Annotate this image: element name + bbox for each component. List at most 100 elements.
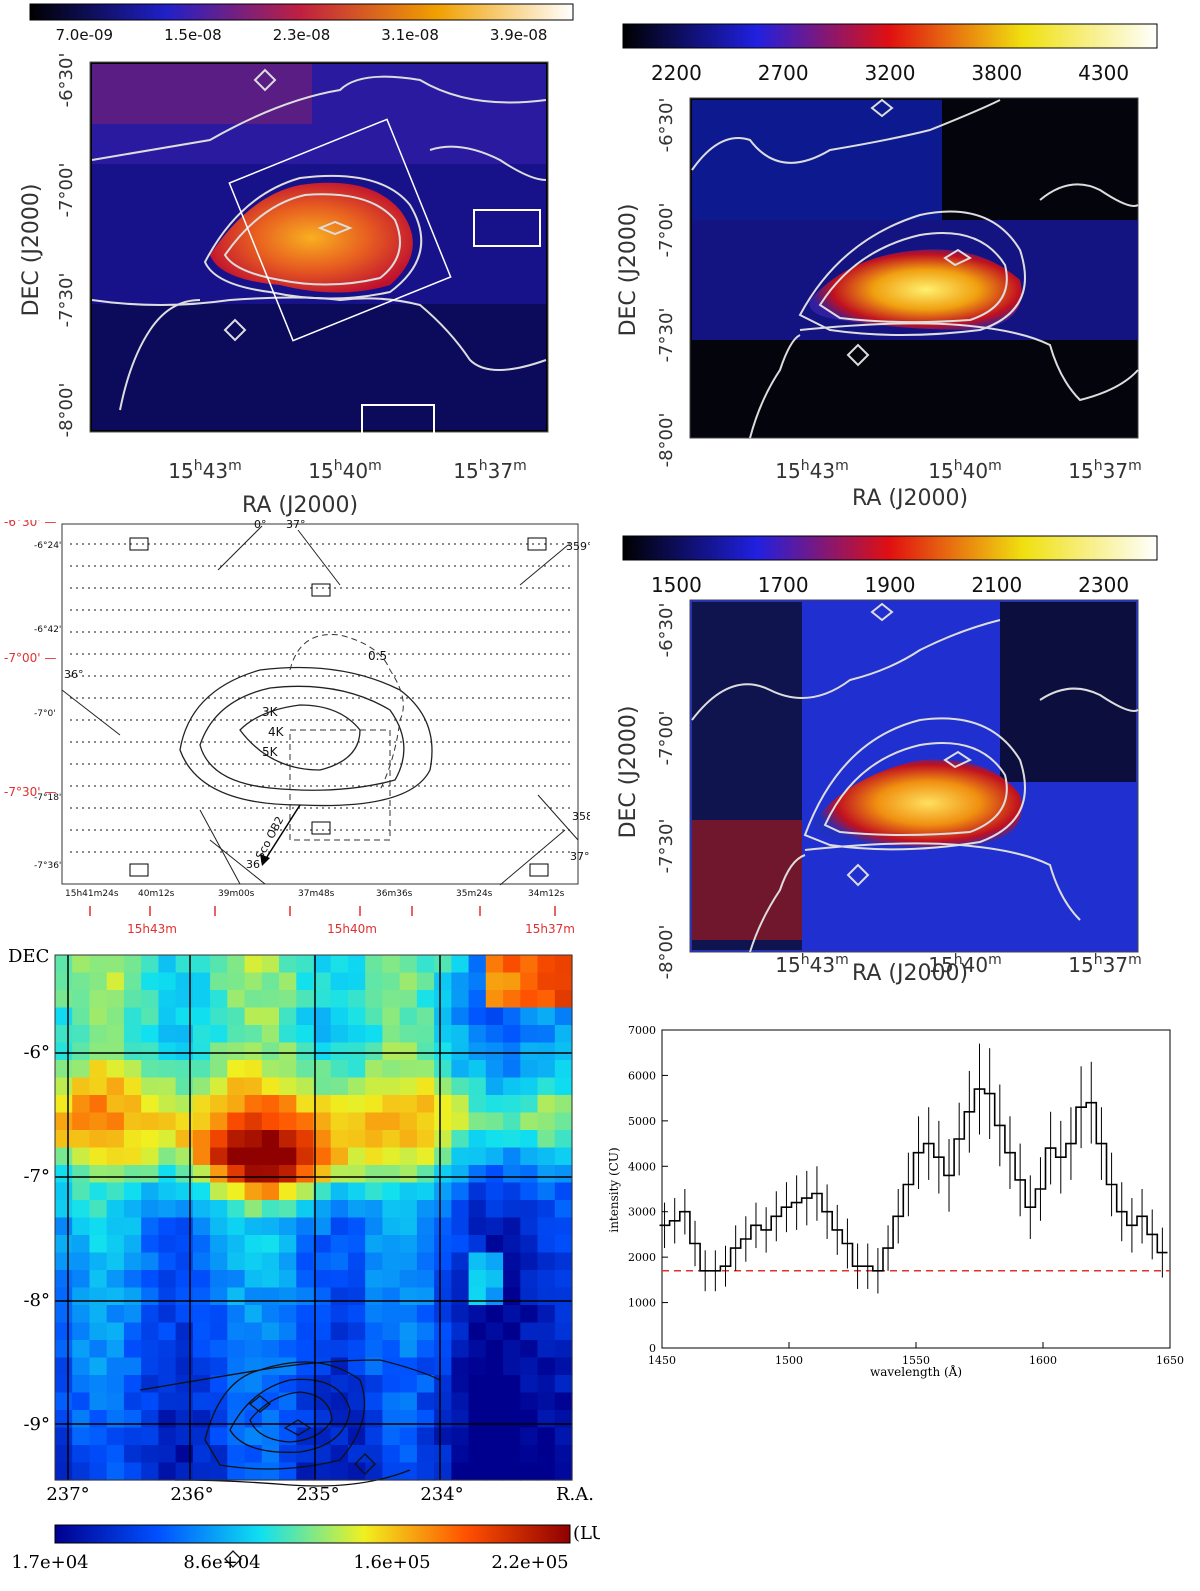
heat-pixel [520, 1427, 539, 1446]
heat-pixel [72, 1252, 90, 1271]
heat-pixel [123, 1462, 142, 1481]
heat-pixel [434, 1217, 452, 1236]
heat-pixel [382, 1077, 401, 1096]
heat-pixel [89, 972, 108, 991]
heat-pixel [244, 1007, 263, 1026]
heat-pixel [158, 1147, 177, 1166]
heat-pixel [416, 990, 435, 1009]
heat-pixel [261, 1042, 280, 1061]
heat-pixel [485, 1130, 504, 1149]
x-label: wavelength (Å) [870, 1364, 962, 1379]
heat-pixel [348, 1165, 366, 1184]
heat-pixel [261, 1182, 280, 1201]
heat-pixel [296, 1130, 315, 1149]
heat-pixel [141, 1165, 159, 1184]
contours [139, 1359, 441, 1568]
heat-pixel [106, 1200, 125, 1219]
heat-pixel [175, 1025, 194, 1044]
contours [179, 666, 433, 807]
ra-tick: 39m00s [218, 889, 255, 899]
heat-pixel [210, 1357, 228, 1376]
heat-pixel [244, 1200, 263, 1219]
heat-pixel [210, 1270, 228, 1289]
heat-pixel [192, 1410, 211, 1429]
x-tick-label: 15h43m [775, 458, 848, 483]
heat-pixel [192, 1042, 211, 1061]
heat-pixel [227, 1357, 246, 1376]
heat-pixel [279, 1375, 297, 1394]
heat-pixel [365, 1445, 383, 1464]
heat-pixel [537, 1305, 556, 1324]
heat-pixel [537, 1042, 556, 1061]
heat-pixel [382, 1235, 401, 1254]
heat-pixel [382, 1007, 401, 1026]
heat-pixel [485, 1112, 504, 1131]
heat-pixel [313, 972, 332, 991]
heat-pixel [520, 1340, 539, 1359]
heat-pixel [210, 1410, 228, 1429]
heat-pixel [123, 1322, 142, 1341]
heat-pixel [485, 1445, 504, 1464]
y-tick-label: 1000 [628, 1297, 656, 1310]
dec-tick: -6°24' [34, 541, 61, 551]
heat-pixel [451, 972, 470, 991]
heat-pixel [520, 1305, 539, 1324]
heat-pixel [279, 1410, 297, 1429]
heat-pixel [227, 1112, 246, 1131]
heat-pixel [554, 1235, 573, 1254]
heat-pixel [330, 1007, 349, 1026]
heat-pixel [382, 1060, 401, 1079]
heat-pixel [210, 1200, 228, 1219]
y-label: DEC (J2000) [616, 706, 641, 839]
heat-pixel [89, 1042, 108, 1061]
heat-pixel [537, 1217, 556, 1236]
heat-pixel [296, 955, 315, 974]
heat-pixel [158, 1410, 177, 1429]
heat-pixel [141, 1462, 159, 1481]
axes: 1450 1500 1550 1600 1650 0 1000 2000 3000 4000 500… [628, 1024, 1184, 1367]
heat-pixel [261, 1287, 280, 1306]
heat-pixel [554, 955, 573, 974]
heat-pixel [537, 1340, 556, 1359]
heat-pixel [192, 1112, 211, 1131]
heat-pixel [210, 1462, 228, 1481]
colorbar-tick-label: 3.9e-08 [490, 26, 548, 44]
heat-pixel [227, 1270, 246, 1289]
heat-pixel [313, 1007, 332, 1026]
panel-a: 7.0e-09 1.5e-08 2.3e-08 3.1e-08 3.9e-08 -6°3… [0, 0, 590, 520]
red-ra-tick: 15h43m [127, 922, 177, 936]
heat-pixel [416, 1270, 435, 1289]
dashed-contours [289, 633, 404, 841]
heat-pixel [399, 1375, 418, 1394]
heat-pixel [468, 1462, 487, 1481]
heat-pixel [451, 1077, 470, 1096]
heat-pixel [503, 1112, 521, 1131]
heat-pixel [261, 1112, 280, 1131]
heat-pixel [503, 1287, 521, 1306]
heat-pixel [158, 955, 177, 974]
heat-pixel [313, 1147, 332, 1166]
heat-pixel [106, 1165, 125, 1184]
heat-pixel [416, 1007, 435, 1026]
x-tick-label: 1600 [1029, 1354, 1057, 1367]
heat-pixel [244, 1112, 263, 1131]
heat-pixel [434, 1060, 452, 1079]
heat-pixel [296, 1077, 315, 1096]
heat-pixel [416, 972, 435, 991]
heat-pixel [106, 1340, 125, 1359]
y-tick-label: 0 [649, 1342, 656, 1355]
sco-arrowhead [260, 854, 270, 866]
heat-pixel [261, 1200, 280, 1219]
heat-pixel [520, 1270, 539, 1289]
heat-pixel [296, 1217, 315, 1236]
heat-pixel [141, 1305, 159, 1324]
heat-pixel [89, 1025, 108, 1044]
heat-pixel [227, 1060, 246, 1079]
heat-pixel [365, 1217, 383, 1236]
heat-pixel [106, 1375, 125, 1394]
heat-pixel [175, 1252, 194, 1271]
heat-pixel [537, 1165, 556, 1184]
colorbar-tick-label: 7.0e-09 [56, 26, 114, 44]
data-rows [70, 543, 574, 853]
contour-label: 3K [262, 705, 279, 719]
